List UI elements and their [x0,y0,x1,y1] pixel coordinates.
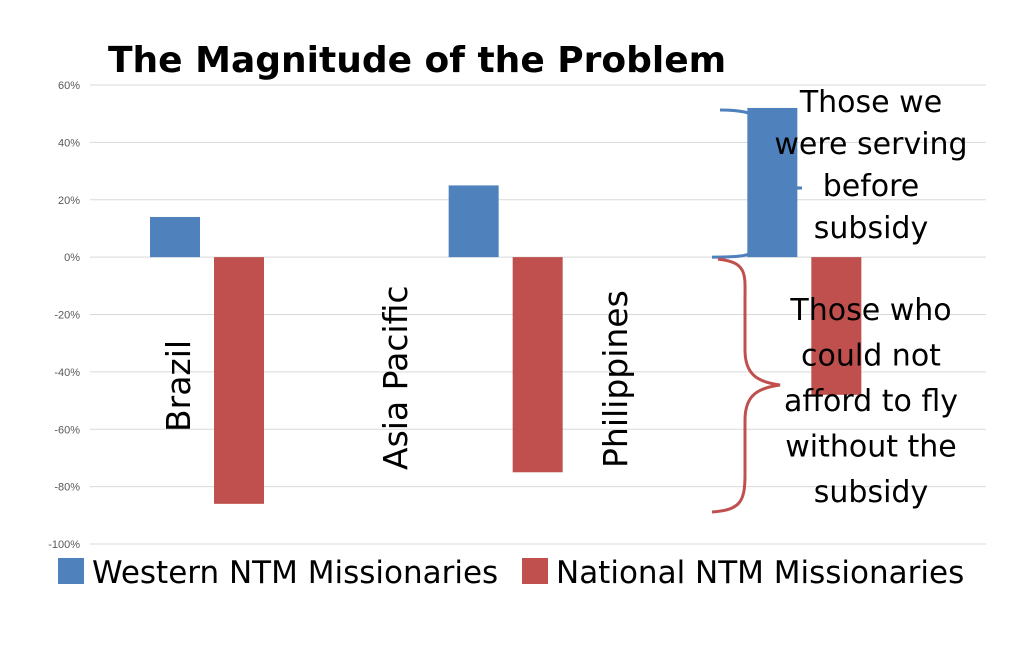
brace-blue [711,108,803,259]
annotation-line: without the [785,430,957,465]
annotations: Those we were serving before subsidy Those w… [774,85,967,510]
legend-swatch [58,558,84,584]
bar-national-philippines [811,257,862,395]
y-tick-label: -20% [54,310,80,322]
legend-swatch [522,558,548,584]
bar-national-asia-pacific [512,257,563,473]
category-label: Asia Pacific [376,285,415,470]
y-tick-label: 60% [58,80,80,92]
y-tick-label: -100% [48,539,80,551]
y-tick-label: -40% [54,367,80,379]
bars [150,107,862,504]
brace-red [711,257,781,514]
legend-label: National NTM Missionaries [556,555,964,591]
annotation-line: Those who [789,293,951,328]
annotation-line: could not [801,339,941,374]
y-tick-label: 0% [64,252,80,264]
y-tick-label: 20% [58,195,80,207]
y-tick-label: -60% [54,424,80,436]
y-axis: 60% 40% 20% 0% -20% -40% -60% -80% -100% [48,80,80,551]
bar-national-brazil [214,257,264,504]
bar-western-brazil [150,216,200,258]
y-tick-label: -80% [54,482,80,494]
y-tick-label: 40% [58,137,80,149]
chart-title: The Magnitude of the Problem [108,40,726,81]
bar-western-asia-pacific [448,185,499,258]
annotation-line: subsidy [814,475,928,510]
legend-label: Western NTM Missionaries [92,555,498,591]
legend: Western NTM Missionaries National NTM Mis… [58,555,964,591]
annotation-line: before [823,169,920,204]
category-label: Brazil [159,340,198,432]
category-labels: Brazil Asia Pacific Philippines [159,285,635,470]
annotation-line: subsidy [814,211,928,246]
annotation-line: afford to fly [784,384,958,419]
annotation-line: Those we [799,85,942,120]
category-label: Philippines [596,290,635,468]
annotation-line: were serving [774,127,967,162]
annotation-braces [711,108,803,514]
